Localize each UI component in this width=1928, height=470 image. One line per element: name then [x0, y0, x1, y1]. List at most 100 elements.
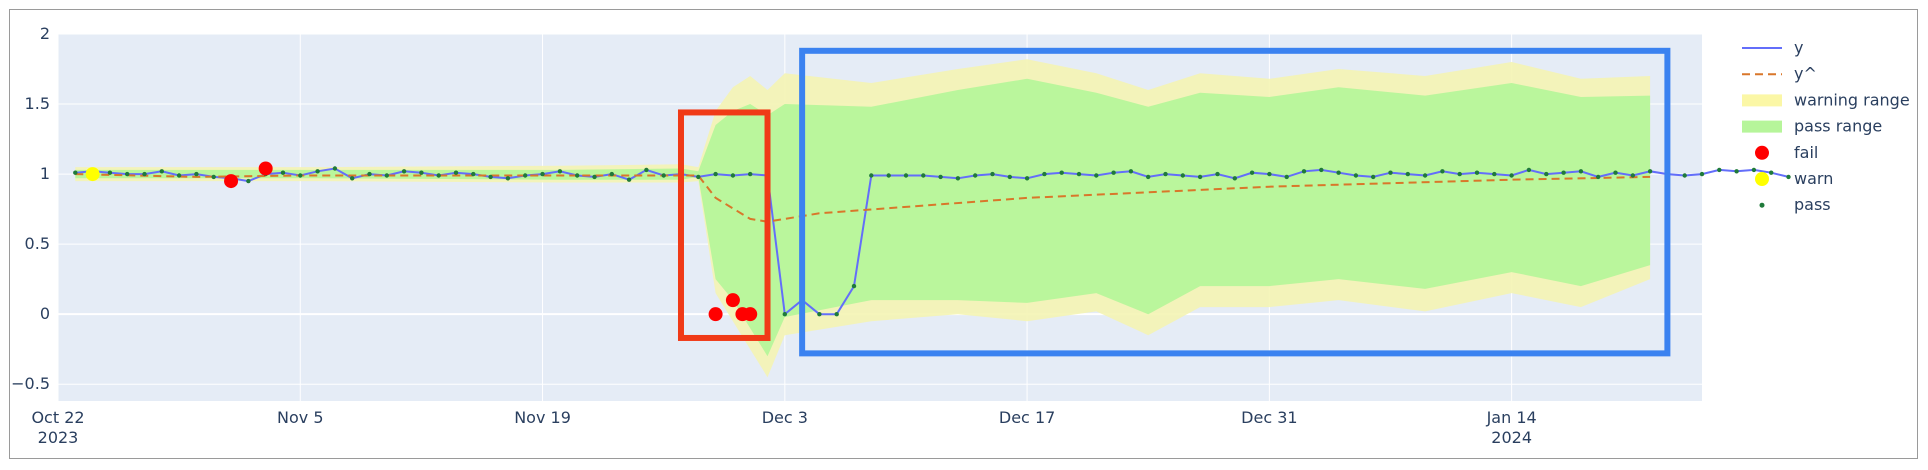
- x-tick-label: Dec 17: [999, 408, 1055, 427]
- pass-point: [730, 173, 736, 178]
- pass-point: [1371, 174, 1376, 180]
- legend[interactable]: y y^ warning range pass range fail warn pass: [1742, 38, 1910, 214]
- fail-point: [743, 307, 758, 322]
- pass-point: [367, 171, 372, 177]
- pass-point: [384, 173, 389, 178]
- pass-point: [1717, 167, 1722, 173]
- pass-point: [609, 171, 614, 177]
- pass-point: [990, 171, 995, 177]
- fail-point: [258, 161, 273, 176]
- pass-point: [696, 174, 701, 180]
- pass-point: [1596, 174, 1601, 180]
- y-series-line: [75, 167, 1789, 317]
- pass-point: [1232, 176, 1238, 181]
- legend-label: fail: [1794, 143, 1818, 162]
- x-tick-label: Oct 22: [31, 408, 84, 427]
- x-tick-label: Dec 3: [762, 408, 808, 427]
- pass-point: [626, 177, 632, 182]
- pass-point: [1457, 171, 1462, 177]
- pass-point: [921, 173, 926, 178]
- pass-point: [107, 170, 113, 175]
- legend-item-pass_range[interactable]: pass range: [1742, 117, 1882, 136]
- pass-point: [298, 173, 303, 178]
- pass-point: [159, 169, 164, 174]
- pass-point: [1007, 174, 1012, 180]
- legend-item-y[interactable]: y: [1742, 38, 1803, 57]
- fail-point: [224, 174, 239, 189]
- y-tick-label: 0: [40, 304, 50, 323]
- pass-point: [661, 173, 666, 178]
- pass-point: [1076, 171, 1082, 177]
- pass-point: [1353, 173, 1359, 178]
- pass-point: [1388, 170, 1393, 175]
- legend-label: y^: [1794, 64, 1817, 83]
- pass-point: [1215, 171, 1220, 177]
- pass-point: [955, 176, 961, 181]
- pass-point: [1769, 170, 1774, 175]
- legend-symbol-dot: [1755, 172, 1769, 186]
- x-tick-year-label: 2024: [1491, 428, 1532, 447]
- pass-point: [644, 167, 649, 173]
- legend-symbol-band: [1742, 94, 1782, 107]
- pass-point: [938, 174, 943, 180]
- pass-point: [453, 170, 459, 175]
- pass-point: [1111, 170, 1116, 175]
- x-tick-label: Nov 5: [277, 408, 324, 427]
- pass-point: [419, 170, 424, 175]
- pass-point: [1613, 170, 1618, 175]
- pass-point: [817, 312, 822, 317]
- pass-point: [973, 173, 978, 178]
- pass-point: [280, 170, 286, 175]
- legend-symbol-band: [1742, 120, 1782, 133]
- pass-point: [1319, 167, 1324, 173]
- pass-point: [125, 171, 130, 177]
- pass-point: [350, 176, 355, 181]
- pass-point: [1474, 170, 1480, 175]
- fail-point: [708, 307, 723, 322]
- y-tick-label: 2: [40, 24, 50, 43]
- pass-point: [851, 283, 857, 289]
- pass-point: [1509, 173, 1514, 178]
- pass-point: [1094, 173, 1099, 178]
- warn-point: [85, 167, 100, 182]
- legend-item-yhat[interactable]: y^: [1742, 64, 1817, 83]
- pass-point: [869, 173, 874, 178]
- legend-item-warning[interactable]: warning range: [1742, 90, 1910, 109]
- x-tick-year-label: 2023: [38, 428, 79, 447]
- x-tick-label: Jan 14: [1486, 408, 1537, 427]
- pass-point: [73, 170, 78, 175]
- legend-item-pass[interactable]: pass: [1759, 195, 1831, 214]
- pass-point: [748, 171, 753, 177]
- pass-point: [782, 312, 787, 317]
- pass-point: [1197, 174, 1203, 180]
- pass-point: [1578, 169, 1584, 174]
- blue-highlight-box: [799, 47, 1671, 357]
- legend-item-warn[interactable]: warn: [1755, 169, 1833, 188]
- pass-point: [1024, 176, 1030, 181]
- pass-point: [436, 173, 441, 178]
- pass-point: [834, 312, 839, 317]
- y-tick-label: −0.5: [11, 374, 50, 393]
- pass-point: [1146, 174, 1151, 180]
- pass-point: [1284, 174, 1289, 180]
- pass-point: [886, 173, 891, 178]
- pass-point: [1630, 173, 1636, 178]
- pass-point: [592, 174, 597, 180]
- legend-label: warning range: [1794, 90, 1910, 109]
- pass-point: [1042, 171, 1047, 177]
- pass-point: [540, 171, 545, 177]
- pass-point: [557, 169, 563, 174]
- pass-point: [1301, 169, 1307, 174]
- pass-point: [713, 171, 718, 177]
- pass-point: [1734, 169, 1739, 174]
- legend-label: y: [1794, 38, 1803, 57]
- pass-point: [1440, 169, 1445, 174]
- pass-point: [903, 173, 909, 178]
- legend-item-fail[interactable]: fail: [1755, 143, 1818, 162]
- x-tick-label: Nov 19: [514, 408, 571, 427]
- pass-range-band: [75, 78, 1651, 357]
- pass-point: [575, 173, 580, 178]
- pass-point: [1751, 167, 1757, 173]
